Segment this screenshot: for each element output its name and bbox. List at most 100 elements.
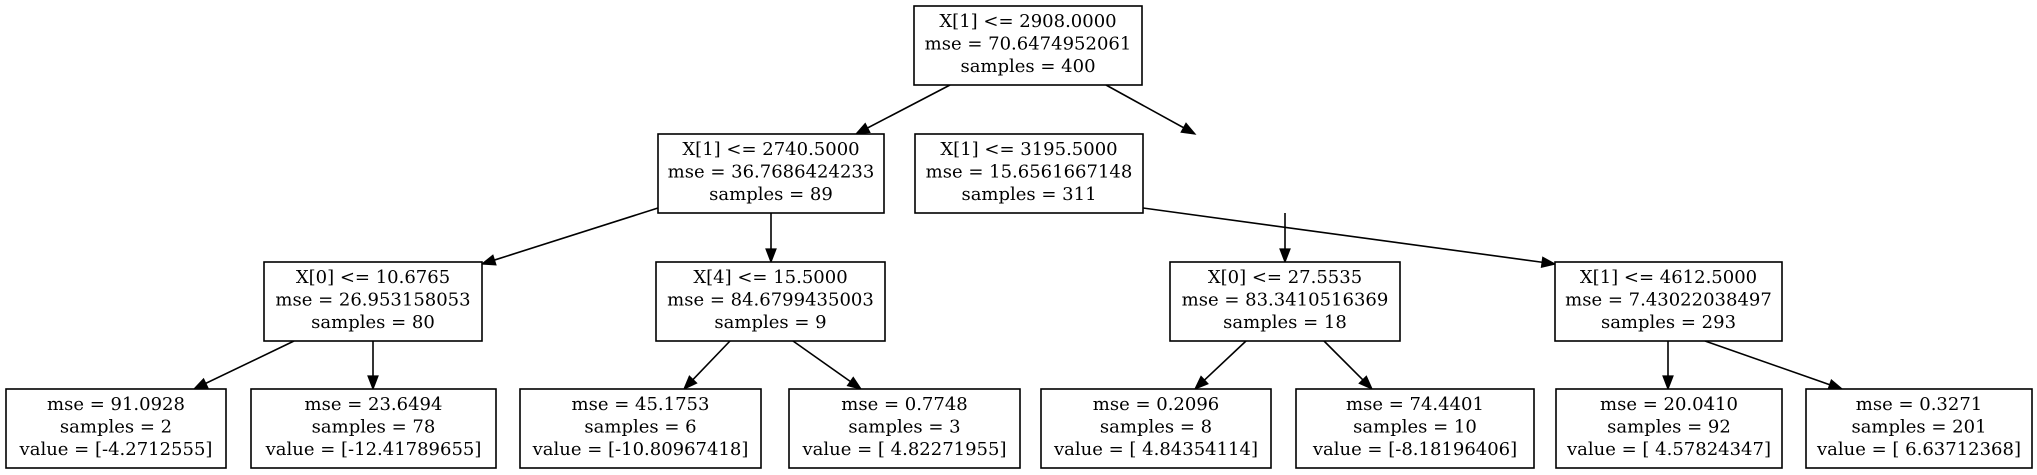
edge-line [1704, 340, 1830, 386]
node-text-line: samples = 293 [1601, 312, 1736, 333]
node-box [263, 261, 483, 342]
node-text-line: mse = 84.6799435003 [667, 290, 874, 311]
edge-n3-n7 [192, 340, 295, 390]
edge-n6-n13 [1662, 341, 1674, 391]
node-text-line: samples = 400 [960, 56, 1095, 77]
edge-n5-n12 [1323, 340, 1374, 391]
node-text-line: samples = 6 [584, 417, 696, 438]
edge-line [1105, 84, 1184, 129]
edge-line [792, 340, 851, 383]
node-box [1805, 388, 2033, 469]
node-text-line: samples = 9 [714, 312, 826, 333]
node-text-line: value = [ 6.63712368] [1816, 439, 2021, 460]
edge-line [494, 207, 659, 261]
node-text-line: samples = 80 [311, 312, 435, 333]
node-box [5, 388, 227, 469]
node-text-line: value = [-10.80967418] [532, 439, 749, 460]
arrowhead-icon [854, 122, 871, 135]
node-text-line: mse = 0.7748 [841, 394, 967, 415]
edge-line [1142, 207, 1543, 264]
node-text-line: value = [-12.41789655] [265, 439, 482, 460]
arrowhead-icon [1662, 375, 1674, 391]
node-box [1554, 261, 1783, 342]
node-text-line: mse = 7.43022038497 [1565, 290, 1772, 311]
node-text-line: X[4] <= 15.5000 [693, 267, 847, 288]
node-text-line: samples = 8 [1100, 417, 1212, 438]
arrowhead-icon [846, 376, 863, 390]
node-text-line: X[0] <= 10.6765 [296, 267, 450, 288]
arrowhead-icon [682, 375, 698, 391]
node-text-line: mse = 70.6474952061 [925, 34, 1132, 55]
edge-line [1323, 340, 1364, 381]
arrowhead-icon [1279, 248, 1291, 264]
node-text-line: samples = 18 [1223, 312, 1347, 333]
edge-n2-n6 [1142, 207, 1557, 268]
edge-n0-n2 [1105, 84, 1197, 135]
node-box [657, 133, 885, 214]
node-text-line: mse = 0.3271 [1856, 394, 1982, 415]
node-text-line: mse = 45.1753 [572, 394, 710, 415]
node-text-line: X[0] <= 27.5535 [1208, 267, 1362, 288]
node-box [1040, 388, 1272, 469]
node-box [788, 388, 1021, 469]
edges-layer [192, 84, 1844, 391]
node-text-line: value = [-4.2712555] [19, 439, 213, 460]
node-text-line: mse = 91.0928 [47, 394, 185, 415]
node-text-line: mse = 83.3410516369 [1182, 290, 1389, 311]
arrowhead-icon [1540, 256, 1557, 268]
node-text-line: mse = 36.7686424233 [668, 162, 875, 183]
arrowhead-icon [1827, 378, 1844, 391]
node-box [913, 5, 1143, 86]
node-text-line: mse = 74.4401 [1346, 394, 1484, 415]
arrowhead-icon [367, 375, 379, 391]
edge-n2-n5 [1279, 213, 1291, 264]
node-text-line: samples = 10 [1353, 417, 1477, 438]
node-box [519, 388, 762, 469]
node-text-line: X[1] <= 2740.5000 [682, 139, 859, 160]
arrowhead-icon [1180, 122, 1197, 135]
node-text-line: value = [ 4.82271955] [802, 439, 1007, 460]
node-box [914, 133, 1144, 214]
edge-n3-n8 [367, 341, 379, 391]
node-box [1295, 388, 1535, 469]
node-text-line: value = [-8.18196406] [1312, 439, 1517, 460]
node-text-line: value = [ 4.57824347] [1566, 439, 1771, 460]
node-box [1169, 261, 1401, 342]
edge-line [205, 340, 295, 385]
node-box [655, 261, 886, 342]
edge-n1-n4 [765, 213, 777, 264]
node-text-line: samples = 78 [312, 417, 436, 438]
node-text-line: samples = 92 [1607, 417, 1731, 438]
edge-n4-n9 [682, 340, 731, 391]
node-text-line: samples = 201 [1851, 417, 1986, 438]
node-text-line: samples = 89 [709, 184, 833, 205]
node-text-line: samples = 311 [961, 184, 1096, 205]
node-text-line: X[1] <= 4612.5000 [1580, 267, 1757, 288]
edge-line [1203, 340, 1247, 381]
node-text-line: X[1] <= 2908.0000 [939, 11, 1116, 32]
node-text-line: value = [ 4.84354114] [1053, 439, 1258, 460]
node-text-line: mse = 15.6561667148 [926, 162, 1133, 183]
edge-n5-n11 [1193, 340, 1247, 391]
edge-n4-n10 [792, 340, 863, 390]
arrowhead-icon [1193, 375, 1209, 391]
node-text-line: samples = 3 [848, 417, 960, 438]
edge-line [867, 84, 951, 129]
node-text-line: X[1] <= 3195.5000 [940, 139, 1117, 160]
